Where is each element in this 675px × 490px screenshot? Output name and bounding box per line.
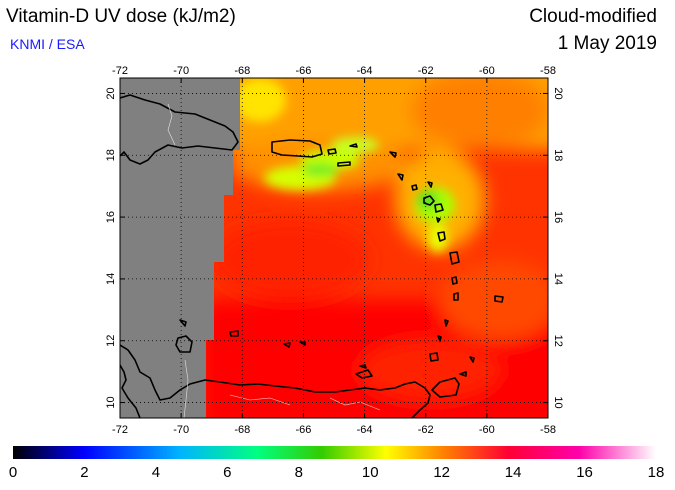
- lon-label-bottom: -64: [357, 424, 373, 436]
- colorbar-label: 12: [433, 464, 450, 481]
- lon-label-top: -72: [112, 65, 128, 77]
- axis-ticks: [119, 78, 549, 418]
- lon-label-top: -64: [357, 65, 373, 77]
- colorbar-label: 18: [647, 464, 665, 481]
- lat-label-left: 10: [105, 396, 117, 408]
- uv-field: [120, 78, 548, 418]
- colorbar-label: 8: [294, 464, 303, 481]
- lon-label-top: -66: [295, 65, 311, 77]
- lon-label-bottom: -62: [418, 424, 434, 436]
- coastlines: [120, 94, 504, 418]
- lon-label-top: -70: [173, 65, 189, 77]
- axis-tick-labels: -72 -72 -70 -70 -68 -68 -66 -66 -64 -64 -62 -62 -60 -…: [105, 65, 564, 436]
- lon-label-top: -60: [479, 65, 495, 77]
- lon-label-bottom: -66: [295, 424, 311, 436]
- lat-label-left: 12: [105, 335, 117, 347]
- lat-label-right: 12: [552, 335, 564, 347]
- colorbar-label: 4: [151, 464, 161, 481]
- colorbar-label: 2: [80, 464, 89, 481]
- lon-label-bottom: -58: [540, 424, 556, 436]
- lat-label-left: 16: [105, 211, 117, 223]
- product-label: Cloud-modified: [529, 6, 657, 27]
- colorbar-label: 16: [576, 464, 593, 481]
- colorbar-label: 10: [361, 464, 379, 481]
- lon-label-bottom: -70: [173, 424, 189, 436]
- colorbar-label: 14: [504, 464, 522, 481]
- lon-label-bottom: -60: [479, 424, 495, 436]
- colorbar-label: 0: [8, 464, 18, 481]
- map-date: 1 May 2019: [557, 33, 657, 54]
- lon-label-bottom: -68: [234, 424, 250, 436]
- lon-label-top: -68: [234, 65, 250, 77]
- lat-label-right: 10: [552, 396, 564, 408]
- lat-label-right: 20: [552, 87, 564, 99]
- no-data-region: [120, 78, 240, 418]
- lat-label-left: 20: [105, 87, 117, 99]
- lon-label-top: -58: [540, 65, 556, 77]
- lat-label-right: 18: [552, 149, 564, 161]
- lat-label-left: 14: [105, 273, 117, 285]
- map-frame: [119, 77, 549, 419]
- map-title: Vitamin-D UV dose (kJ/m2): [6, 6, 236, 27]
- colorbar-label: 6: [223, 464, 232, 481]
- colorbar: [13, 446, 656, 459]
- lat-label-right: 16: [552, 211, 564, 223]
- lon-label-bottom: -72: [112, 424, 128, 436]
- lat-label-right: 14: [552, 273, 564, 285]
- lon-label-top: -62: [418, 65, 434, 77]
- data-source: KNMI / ESA: [10, 36, 85, 52]
- graticule: [120, 78, 548, 418]
- lat-label-left: 18: [105, 149, 117, 161]
- borders: [167, 103, 381, 418]
